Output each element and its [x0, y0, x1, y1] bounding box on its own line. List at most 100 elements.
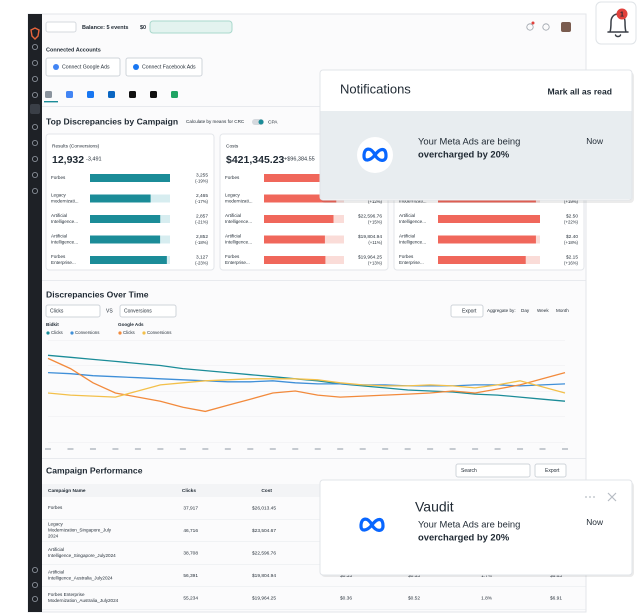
cell: $19,804.94 — [252, 573, 276, 579]
bar — [264, 256, 326, 264]
row-name: Artificial — [399, 234, 415, 239]
notifications-title: Notifications — [340, 81, 411, 96]
row-change: (+12%) — [368, 199, 383, 204]
sidebar-icon[interactable] — [31, 75, 39, 83]
x-tick — [247, 448, 254, 450]
campaign-name: Modernization_Australia_July2024 — [48, 598, 119, 603]
aggregate-option: Day — [521, 308, 530, 313]
toast-menu-dot — [589, 496, 591, 498]
sidebar-icon[interactable] — [31, 123, 39, 131]
mark-all-read[interactable]: Mark all as read — [548, 86, 613, 96]
export-button[interactable] — [534, 463, 567, 478]
x-tick — [562, 448, 568, 450]
cell: $0.53 — [408, 573, 420, 579]
bell-box[interactable] — [595, 1, 637, 45]
platform-tab[interactable] — [108, 91, 115, 98]
top-icon[interactable] — [526, 23, 534, 31]
row-name: Intelligence... — [51, 240, 78, 245]
row-value: 3,255 — [196, 172, 208, 178]
x-tick — [179, 448, 186, 450]
notification-message: Your Meta Ads are being — [418, 135, 520, 146]
column-header: Cost — [261, 488, 272, 494]
bar — [264, 194, 337, 203]
legend-swatch — [142, 331, 146, 335]
row-divider — [42, 519, 586, 520]
sidebar-icon[interactable] — [31, 187, 39, 195]
export-button[interactable] — [450, 304, 484, 318]
legend-item: Conversions — [147, 330, 172, 335]
toast-message: Your Meta Ads are being — [418, 518, 520, 529]
platform-tab[interactable] — [171, 91, 178, 98]
cell: $0.52 — [408, 595, 420, 601]
connect-icon — [133, 64, 139, 70]
row-value: $2.40 — [566, 234, 578, 240]
cell: 38,708 — [183, 550, 198, 556]
cell: 1.7% — [481, 573, 493, 579]
row-name: Enterprise... — [51, 260, 76, 265]
sidebar-icon[interactable] — [31, 59, 39, 67]
connect-button[interactable] — [125, 57, 203, 77]
bar — [438, 235, 536, 244]
platform-tab[interactable] — [129, 91, 136, 98]
grid-line — [48, 442, 565, 443]
toast-time: Now — [586, 517, 604, 527]
x-tick — [134, 448, 141, 450]
cell: 37,917 — [183, 505, 198, 511]
toggle-knob — [258, 119, 264, 125]
card-total: 12,932 — [52, 154, 84, 166]
logo — [30, 27, 40, 40]
cell: $0.35 — [340, 573, 352, 579]
top-icon[interactable] — [542, 23, 550, 31]
platform-tab[interactable] — [87, 91, 94, 98]
sidebar-icon[interactable] — [31, 155, 39, 163]
sidebar-icon[interactable] — [31, 91, 39, 99]
x-tick — [112, 448, 119, 450]
connect-button[interactable] — [45, 57, 121, 77]
export-label: Export — [462, 308, 477, 314]
chart-line — [47, 378, 566, 398]
metric-select[interactable] — [45, 304, 101, 318]
campaign-name: Intelligence_Australia_July2024 — [48, 576, 113, 581]
platform-tab[interactable] — [150, 91, 157, 98]
bar — [264, 235, 325, 244]
sidebar-active — [30, 104, 40, 114]
bar — [90, 174, 170, 182]
row-value: 2,465 — [196, 193, 208, 199]
toast-message-bold: overcharged by 20% — [418, 531, 510, 542]
x-tick — [517, 448, 524, 450]
grid-line — [48, 365, 565, 366]
row-change: (-17%) — [195, 199, 208, 204]
sidebar-icon[interactable] — [31, 595, 39, 603]
platform-tab[interactable] — [66, 91, 73, 98]
sidebar-icon[interactable] — [31, 581, 39, 589]
vs-label: VS — [106, 308, 113, 314]
account-select[interactable] — [45, 21, 77, 33]
row-change: (+22%) — [564, 220, 579, 225]
grid-line — [48, 340, 565, 341]
row-name: Forbes — [399, 254, 414, 259]
row-value: $19,964.25 — [358, 254, 382, 260]
x-tick — [337, 448, 344, 450]
metric-b: Conversions — [124, 308, 152, 314]
row-value: 2,857 — [196, 213, 208, 219]
cell: $26,013.45 — [252, 505, 276, 511]
sidebar-icon[interactable] — [31, 171, 39, 179]
aggregate-option: Week — [537, 308, 549, 313]
sidebar-icon[interactable] — [31, 43, 39, 51]
sidebar-icon[interactable] — [31, 566, 39, 574]
column-header: Campaign Name — [48, 488, 86, 494]
row-name: Forbes — [51, 175, 66, 180]
metric-a: Clicks — [50, 308, 64, 314]
row-value: $19,804.94 — [358, 234, 382, 240]
avatar[interactable] — [561, 22, 571, 32]
metric-select[interactable] — [119, 304, 177, 318]
x-tick — [157, 448, 164, 450]
search-box[interactable] — [455, 463, 531, 478]
divider — [42, 458, 586, 459]
bar — [90, 235, 161, 244]
toast-close[interactable] — [607, 492, 617, 502]
connect-icon — [53, 64, 59, 70]
sidebar-icon[interactable] — [31, 139, 39, 147]
platform-tab[interactable] — [45, 91, 52, 98]
toast — [319, 479, 633, 576]
